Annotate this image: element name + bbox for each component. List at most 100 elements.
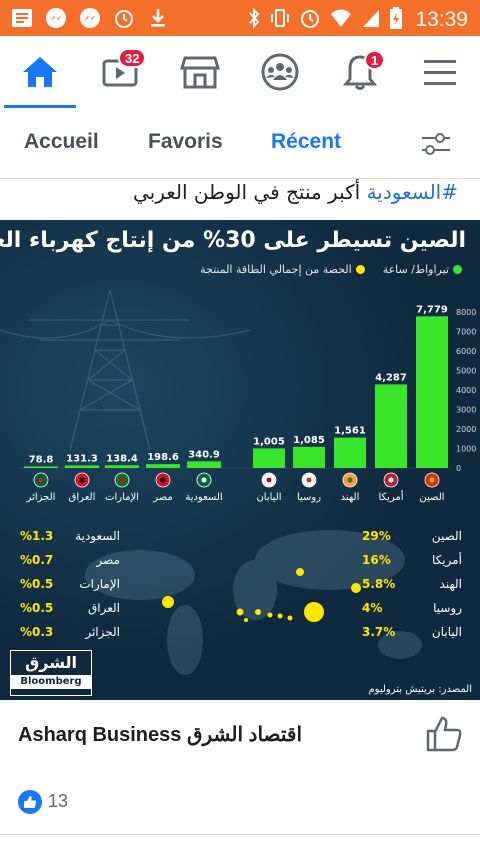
bars-world: 7,779 الصين 4,287 أمريكا 1,561 الهند 1,085 روسي… xyxy=(253,304,448,503)
tab-recent[interactable]: Récent xyxy=(271,130,342,153)
filter-icon[interactable] xyxy=(420,130,452,158)
y-tick-label: 1000 xyxy=(456,445,476,454)
bar-saudi xyxy=(187,461,221,468)
active-tab-indicator xyxy=(4,105,76,108)
bar-iraq xyxy=(65,465,99,468)
world-map-illustration xyxy=(85,530,422,675)
nav-groups[interactable] xyxy=(240,36,320,108)
china-flag-emblem xyxy=(429,477,435,483)
map-share-circle xyxy=(236,608,244,616)
nav-watch[interactable]: 32 xyxy=(80,36,160,108)
map-share-circle xyxy=(351,583,361,593)
map-circles xyxy=(162,568,361,622)
like-reaction-icon[interactable] xyxy=(18,790,42,814)
battery-icon xyxy=(389,6,403,34)
share-country: العراق xyxy=(87,601,120,615)
data-label: 198.6 xyxy=(147,452,179,463)
y-tick-label: 6000 xyxy=(456,347,476,356)
share-row: مصر %0.7 xyxy=(20,550,120,570)
bars-arab: 340.9 السعودية 198.6 مصر 138.4 الإمارات 131.3 ا… xyxy=(24,449,223,503)
wifi-icon xyxy=(329,7,353,33)
reaction-count[interactable]: 13 xyxy=(48,791,69,811)
data-label: 340.9 xyxy=(188,449,220,460)
nav-home[interactable] xyxy=(0,36,80,108)
nav-notifications[interactable]: 1 xyxy=(320,36,400,108)
category-label: اليابان xyxy=(256,492,281,503)
share-value: 4% xyxy=(362,601,383,615)
map-share-circle xyxy=(244,618,248,622)
egypt-flag-emblem xyxy=(160,477,166,483)
share-row: 5.8% الهند xyxy=(362,574,462,594)
tab-accueil[interactable]: Accueil xyxy=(24,130,99,153)
download-icon xyxy=(146,6,170,30)
japan-flag-emblem xyxy=(266,477,272,483)
marketplace-icon xyxy=(180,56,220,89)
notifications-badge: 1 xyxy=(364,50,386,70)
hashtag-link[interactable]: #السعودية xyxy=(366,180,458,204)
map-share-circle xyxy=(162,596,174,608)
share-row: الإمارات %0.5 xyxy=(20,574,120,594)
algeria-flag-emblem xyxy=(38,477,44,483)
chart-legend: تيراواط/ ساعة الحصة من إجمالي الطاقة الم… xyxy=(200,263,462,276)
post-body: أكبر منتج في الوطن العربي xyxy=(133,180,367,204)
share-country: أمريكا xyxy=(431,553,462,567)
bar-russia xyxy=(293,446,325,468)
bar-egypt xyxy=(146,464,180,468)
source-caption: المصدر: بريتيش بتروليوم xyxy=(368,684,472,695)
data-label: 7,779 xyxy=(416,304,448,315)
data-label: 1,085 xyxy=(293,435,325,446)
category-label: الهند xyxy=(341,492,360,503)
alarm-icon xyxy=(112,6,136,30)
reactions-bar: 13 xyxy=(0,770,480,835)
y-axis-ticks: 0 1000 2000 3000 4000 5000 6000 7000 8000 xyxy=(456,308,476,473)
share-value: %0.5 xyxy=(20,577,54,591)
category-label: الصين xyxy=(419,492,444,503)
y-tick-label: 0 xyxy=(456,464,461,473)
y-tick-label: 5000 xyxy=(456,367,476,376)
share-value: %0.5 xyxy=(20,601,54,615)
nav-marketplace[interactable] xyxy=(160,36,240,108)
category-label: الإمارات xyxy=(105,492,139,503)
y-tick-label: 3000 xyxy=(456,406,476,415)
share-country: اليابان xyxy=(431,625,462,639)
map-share-circle xyxy=(296,568,304,576)
uae-flag-emblem xyxy=(119,477,125,483)
status-bar: 13:39 xyxy=(0,0,480,36)
share-value: %0.3 xyxy=(20,625,54,639)
map-share-circle xyxy=(277,613,283,619)
bar-uae xyxy=(105,465,139,468)
bar-chart: 0 1000 2000 3000 4000 5000 6000 7000 8000 7,779 ا… xyxy=(0,289,476,675)
bar-china xyxy=(416,316,448,468)
home-icon xyxy=(23,57,57,87)
share-country: السعودية xyxy=(75,529,120,543)
data-label: 1,005 xyxy=(253,436,285,447)
bar-india xyxy=(334,437,366,468)
share-row: 3.7% اليابان xyxy=(362,622,462,642)
legend-twh: تيراواط/ ساعة xyxy=(383,263,462,276)
share-country: الصين xyxy=(431,529,462,543)
share-row: 4% روسيا xyxy=(362,598,462,618)
messenger-icon xyxy=(44,6,68,30)
signal-icon xyxy=(361,7,381,33)
bar-usa xyxy=(375,384,407,468)
tab-favoris[interactable]: Favoris xyxy=(148,130,223,153)
share-value: 5.8% xyxy=(362,577,396,591)
map-share-circle xyxy=(304,602,324,622)
groups-icon xyxy=(261,53,299,91)
y-tick-label: 8000 xyxy=(456,308,476,317)
iraq-flag-emblem xyxy=(79,477,85,483)
data-label: 138.4 xyxy=(106,453,138,464)
legend-share: الحصة من إجمالي الطاقة المنتجة xyxy=(200,263,365,276)
share-value: %0.7 xyxy=(20,553,54,567)
infographic-title: الصين تسيطر على 30% من إنتاج كهرباء العا… xyxy=(0,228,466,253)
share-value: 3.7% xyxy=(362,625,396,639)
post-image-infographic[interactable]: 0 1000 2000 3000 4000 5000 6000 7000 8000 7,779 ا… xyxy=(0,220,480,700)
legend-dot-green xyxy=(453,265,462,274)
nav-menu[interactable] xyxy=(400,36,480,108)
y-tick-label: 2000 xyxy=(456,425,476,434)
page-name[interactable]: Asharq Business اقتصاد الشرق xyxy=(18,724,303,746)
data-label: 1,561 xyxy=(334,426,366,437)
share-country: روسيا xyxy=(433,601,462,615)
asharq-bloomberg-logo: الشرق Bloomberg xyxy=(10,650,92,696)
like-page-icon[interactable] xyxy=(424,714,464,754)
